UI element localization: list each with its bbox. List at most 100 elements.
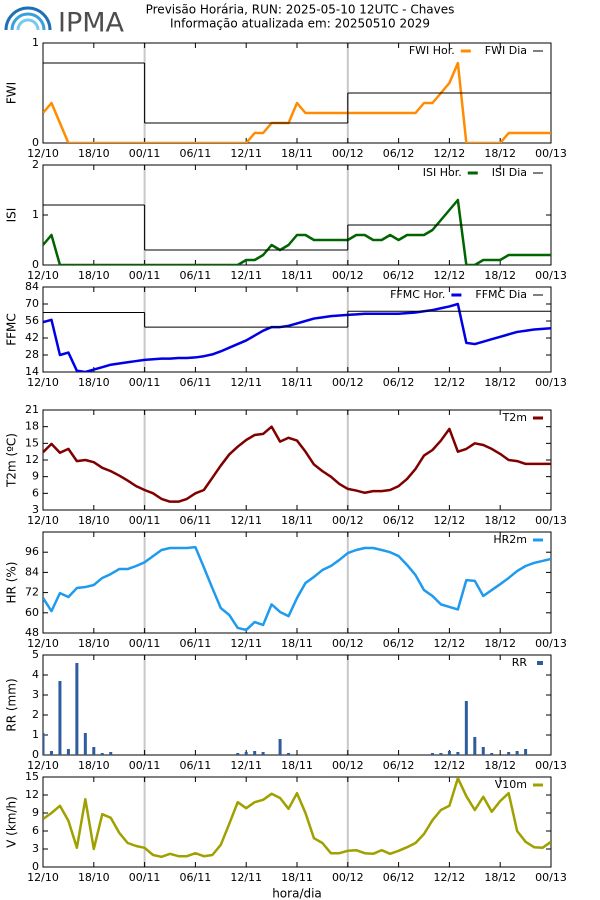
legend-label: FWI Dia [485, 44, 527, 57]
y-tick-label: 6 [32, 486, 39, 499]
y-tick-label: 56 [25, 314, 39, 327]
x-tick-label: 06/12 [383, 514, 415, 527]
x-tick-label: 18/10 [78, 269, 110, 282]
x-tick-label: 12/10 [27, 759, 59, 772]
x-tick-label: 00/13 [535, 637, 567, 650]
series-line [43, 777, 551, 859]
x-tick-label: 00/12 [332, 871, 364, 884]
y-tick-label: 42 [25, 331, 39, 344]
y-tick-label: 84 [25, 565, 39, 578]
x-tick-label: 00/12 [332, 269, 364, 282]
y-axis-label: ISI [5, 208, 19, 223]
y-tick-label: 70 [25, 297, 39, 310]
y-tick-label: 1 [32, 728, 39, 741]
y-tick-label: 3 [32, 688, 39, 701]
x-tick-label: 12/12 [434, 269, 466, 282]
x-tick-label: 18/11 [281, 514, 313, 527]
plot-frame [42, 776, 552, 868]
y-tick-label: 6 [32, 824, 39, 837]
y-tick-label: 21 [25, 403, 39, 416]
legend-label: FFMC Dia [475, 288, 527, 301]
x-tick-label: 06/11 [180, 871, 212, 884]
y-tick-label: 2 [32, 158, 39, 171]
x-tick-label: 18/10 [78, 759, 110, 772]
y-axis-label: RR (mm) [5, 678, 19, 731]
bar [430, 753, 434, 755]
x-tick-label: 12/12 [434, 871, 466, 884]
x-tick-label: 18/11 [281, 376, 313, 389]
bar [439, 753, 443, 755]
x-tick-label: 18/11 [281, 269, 313, 282]
plot-area [43, 777, 551, 859]
legend-label: FFMC Hor. [390, 288, 445, 301]
bar [49, 751, 53, 755]
bar [481, 747, 485, 755]
plot-area [43, 61, 551, 143]
title: Previsão Horária, RUN: 2025-05-10 12UTC … [146, 3, 455, 17]
x-tick-label: 12/10 [27, 637, 59, 650]
x-tick-label: 06/11 [180, 376, 212, 389]
x-tick-label: 06/12 [383, 759, 415, 772]
legend-label: ISI Dia [492, 166, 527, 179]
legend-label: V10m [495, 778, 527, 791]
y-tick-label: 5 [32, 648, 39, 661]
bar [456, 752, 460, 755]
x-tick-label: 00/11 [129, 376, 161, 389]
legend-swatch [537, 661, 543, 665]
y-tick-label: 12 [25, 788, 39, 801]
bar [447, 751, 451, 755]
x-tick-label: 00/13 [535, 759, 567, 772]
x-tick-label: 18/12 [484, 376, 516, 389]
x-tick-label: 18/11 [281, 871, 313, 884]
y-tick-label: 4 [32, 668, 39, 681]
x-tick-label: 18/12 [484, 637, 516, 650]
x-tick-label: 00/13 [535, 376, 567, 389]
x-tick-label: 00/11 [129, 147, 161, 160]
legend-label: HR2m [493, 533, 527, 546]
y-tick-label: 28 [25, 348, 39, 361]
y-tick-label: 12 [25, 453, 39, 466]
x-tick-label: 18/10 [78, 147, 110, 160]
x-tick-label: 00/13 [535, 514, 567, 527]
bar [507, 752, 511, 755]
bar [43, 733, 45, 755]
x-tick-label: 18/10 [78, 514, 110, 527]
plot-frame [42, 409, 552, 511]
x-tick-label: 06/11 [180, 637, 212, 650]
bar [278, 739, 282, 755]
bar [524, 749, 528, 755]
x-tick-label: 00/12 [332, 759, 364, 772]
y-tick-label: 1 [32, 208, 39, 221]
x-tick-label: 18/12 [484, 269, 516, 282]
x-tick-label: 18/10 [78, 871, 110, 884]
y-axis-label: HR (%) [5, 562, 19, 604]
bar [66, 749, 70, 755]
x-tick-label: 12/12 [434, 147, 466, 160]
y-tick-label: 48 [25, 626, 39, 639]
series-line [43, 302, 551, 372]
y-tick-label: 1 [32, 36, 39, 49]
bar [244, 752, 248, 755]
x-tick-label: 06/11 [180, 269, 212, 282]
x-tick-label: 12/11 [230, 759, 262, 772]
bar [100, 753, 104, 755]
plot-area [43, 545, 551, 632]
bar [515, 751, 519, 755]
y-tick-label: 0 [32, 748, 39, 761]
x-tick-label: 12/12 [434, 376, 466, 389]
bar [83, 733, 87, 755]
logo-text: IPMA [58, 8, 125, 39]
y-tick-label: 9 [32, 470, 39, 483]
x-tick-label: 00/13 [535, 871, 567, 884]
x-tick-label: 00/13 [535, 147, 567, 160]
y-tick-label: 2 [32, 708, 39, 721]
y-tick-label: 3 [32, 503, 39, 516]
bar [75, 663, 79, 755]
series-line [43, 61, 551, 143]
x-tick-label: 06/11 [180, 759, 212, 772]
x-tick-label: 18/11 [281, 637, 313, 650]
bar [473, 737, 477, 755]
y-tick-label: 72 [25, 586, 39, 599]
x-tick-label: 00/11 [129, 759, 161, 772]
